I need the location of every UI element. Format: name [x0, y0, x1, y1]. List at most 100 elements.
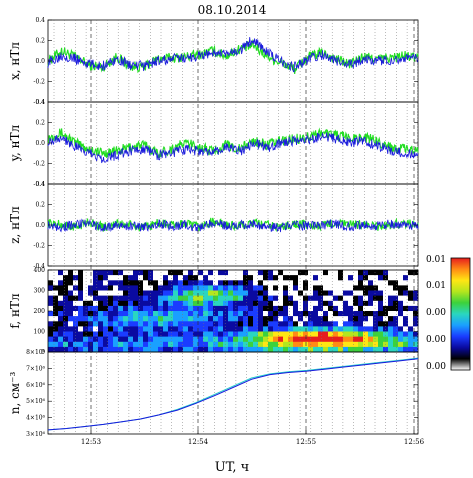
heatmap-cell: [108, 341, 114, 348]
heatmap-cell: [148, 270, 154, 276]
ytick-label-2: -0.2: [33, 243, 45, 250]
heatmap-cell: [268, 295, 274, 302]
heatmap-cell: [233, 295, 239, 302]
heatmap-cell: [353, 311, 359, 317]
heatmap-cell: [83, 270, 89, 276]
heatmap-cell: [198, 285, 204, 291]
heatmap-cell: [353, 336, 359, 343]
heatmap-cell: [68, 290, 74, 296]
heatmap-cell: [98, 305, 104, 312]
heatmap-cell: [63, 270, 69, 276]
heatmap-cell: [188, 300, 194, 307]
heatmap-cell: [358, 341, 364, 348]
heatmap-cell: [153, 305, 159, 312]
ytick-label-2: 0.2: [35, 202, 45, 209]
heatmap-cell: [258, 341, 264, 348]
heatmap-cell: [248, 300, 254, 307]
heatmap-cell: [168, 270, 174, 276]
heatmap-cell: [363, 285, 369, 291]
heatmap-cell: [388, 331, 394, 337]
heatmap-cell: [238, 336, 244, 343]
heatmap-cell: [108, 290, 114, 296]
heatmap-cell: [68, 326, 74, 332]
heatmap-cell: [238, 341, 244, 348]
heatmap-cell: [243, 316, 249, 322]
heatmap-cell: [223, 285, 229, 291]
heatmap-cell: [358, 295, 364, 302]
heatmap-cell: [293, 326, 299, 332]
heatmap-cell: [383, 346, 389, 353]
heatmap-cell: [378, 341, 384, 348]
heatmap-cell: [78, 270, 84, 276]
heatmap-cell: [83, 341, 89, 348]
heatmap-cell: [178, 300, 184, 307]
heatmap-cell: [68, 285, 74, 291]
heatmap-cell: [118, 316, 124, 322]
heatmap-cell: [88, 295, 94, 302]
colorbar: 0.01 0.01 0.00 0.00 0.00: [426, 255, 471, 372]
heatmap-cell: [103, 295, 109, 302]
heatmap-cell: [313, 270, 319, 276]
heatmap-cell: [383, 331, 389, 337]
heatmap-cell: [128, 316, 134, 322]
heatmap-cell: [193, 295, 199, 302]
heatmap-cell: [133, 300, 139, 307]
heatmap-cell: [58, 341, 64, 348]
heatmap-cell: [283, 275, 289, 281]
heatmap-cell: [333, 300, 339, 307]
heatmap-cell: [48, 285, 54, 291]
heatmap-cell: [163, 321, 169, 327]
heatmap-cell: [338, 280, 344, 286]
heatmap-cell: [118, 275, 124, 281]
heatmap-cell: [113, 270, 119, 276]
heatmap-cell: [68, 336, 74, 343]
heatmap-cell: [108, 275, 114, 281]
heatmap-cell: [198, 300, 204, 307]
heatmap-cell: [273, 280, 279, 286]
heatmap-cell: [58, 270, 64, 276]
heatmap-cell: [308, 285, 314, 291]
heatmap-cell: [353, 270, 359, 276]
heatmap-cell: [278, 295, 284, 302]
ytick-label-1: 0.4: [35, 99, 45, 106]
heatmap-cell: [218, 341, 224, 348]
heatmap-cell: [198, 346, 204, 353]
heatmap-cell: [188, 285, 194, 291]
heatmap-cell: [203, 300, 209, 307]
heatmap-cell: [263, 285, 269, 291]
heatmap-cell: [138, 341, 144, 348]
heatmap-cell: [373, 341, 379, 348]
heatmap-cell: [223, 316, 229, 322]
heatmap-cell: [343, 346, 349, 353]
heatmap-cell: [228, 316, 234, 322]
heatmap-cell: [388, 300, 394, 307]
heatmap-cell: [113, 311, 119, 317]
heatmap-cell: [183, 326, 189, 332]
heatmap-cell: [198, 321, 204, 327]
heatmap-cell: [98, 341, 104, 348]
heatmap-cell: [373, 280, 379, 286]
heatmap-cell: [48, 326, 54, 332]
heatmap-cell: [163, 290, 169, 296]
heatmap-cell: [358, 336, 364, 343]
heatmap-cell: [318, 275, 324, 281]
heatmap-cell: [143, 280, 149, 286]
heatmap-cell: [278, 326, 284, 332]
heatmap-cell: [273, 290, 279, 296]
heatmap-cell: [173, 295, 179, 302]
heatmap-cell: [303, 295, 309, 302]
heatmap-cell: [98, 326, 104, 332]
heatmap-cell: [313, 316, 319, 322]
heatmap-cell: [413, 346, 419, 353]
heatmap-cell: [173, 290, 179, 296]
heatmap-cell: [403, 311, 409, 317]
heatmap-cell: [68, 321, 74, 327]
heatmap-cell: [383, 311, 389, 317]
ytick-label-3: 300: [34, 288, 46, 295]
heatmap-cell: [343, 295, 349, 302]
heatmap-cell: [383, 275, 389, 281]
heatmap-cell: [293, 311, 299, 317]
heatmap-cell: [378, 311, 384, 317]
heatmap-cell: [103, 341, 109, 348]
heatmap-cell: [403, 305, 409, 312]
